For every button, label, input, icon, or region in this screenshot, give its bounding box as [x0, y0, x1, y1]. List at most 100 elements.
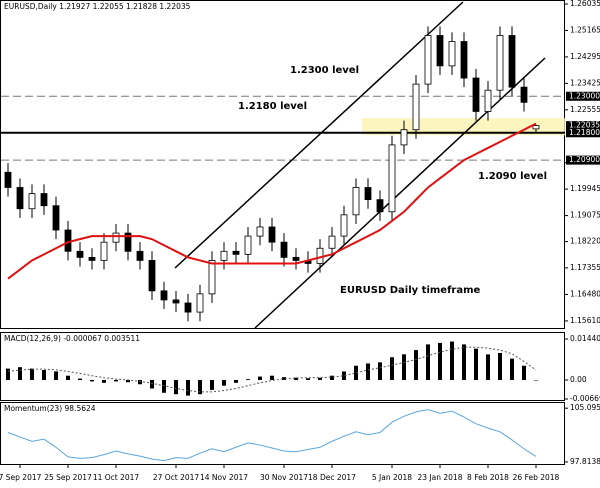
y-tick-label: 1.24295 — [570, 52, 600, 61]
macd-bar — [186, 379, 190, 396]
candle-body — [4, 171, 12, 188]
macd-bar — [402, 354, 406, 380]
macd-bar — [498, 352, 502, 380]
level-label: 1.20900 — [569, 155, 600, 164]
macd-bar — [282, 377, 286, 380]
candle-body — [388, 144, 396, 213]
moving-average — [7, 122, 537, 280]
macd-bar — [150, 379, 154, 389]
candle-body — [88, 256, 96, 261]
x-tick-label: 14 Nov 2017 — [200, 473, 248, 482]
annotation: 1.2090 level — [478, 171, 547, 182]
macd-bar — [294, 377, 298, 380]
level-label: 1.23000 — [569, 91, 600, 100]
momentum-line — [7, 409, 537, 462]
candle-body — [172, 299, 180, 304]
candle-body — [364, 187, 372, 201]
macd-bar — [222, 379, 226, 386]
candle-body — [232, 250, 240, 255]
candle-body — [40, 193, 48, 207]
level-box — [566, 121, 600, 131]
macd-panel — [0, 332, 565, 401]
candle-body — [244, 235, 252, 255]
candle-body — [448, 41, 456, 67]
level-box — [566, 91, 600, 101]
candle-body — [508, 35, 516, 88]
macd-bar — [426, 344, 430, 380]
macd-bar — [366, 363, 370, 380]
y-tick-label: 1.19075 — [570, 211, 600, 220]
candle-body — [52, 205, 60, 231]
macd-bar — [234, 379, 238, 383]
macd-title: MACD(12,26,9) -0.000067 0.003511 — [4, 334, 140, 343]
candle-body — [352, 187, 360, 216]
y-tick-label: -0.00669 — [570, 394, 600, 403]
candle-body — [400, 129, 408, 146]
macd-bar — [66, 375, 70, 380]
x-tick-label: 5 Jan 2018 — [372, 473, 412, 482]
y-tick-label: 0.00 — [570, 375, 587, 384]
candle-body — [460, 41, 468, 79]
y-tick-label: 1.25165 — [570, 25, 600, 34]
macd-bar — [318, 377, 322, 380]
macd-bar — [270, 375, 274, 380]
macd-bar — [102, 379, 106, 383]
macd-bar — [138, 379, 142, 385]
candle-body — [160, 290, 168, 301]
x-tick-label: 30 Nov 2017 — [260, 473, 308, 482]
macd-bar — [330, 375, 334, 380]
candle-body — [268, 226, 276, 243]
macd-bar — [522, 365, 526, 380]
annotation: 1.2300 level — [290, 65, 359, 76]
x-tick-label: 7 Sep 2017 — [0, 473, 42, 482]
macd-bar — [42, 370, 46, 380]
candle-body — [184, 302, 192, 313]
x-tick-label: 25 Sep 2017 — [44, 473, 92, 482]
y-tick-label: 1.23425 — [570, 78, 600, 87]
main-panel — [0, 0, 565, 329]
level-label: 1.22035 — [569, 121, 600, 130]
candle-body — [280, 241, 288, 258]
candle-body — [340, 214, 348, 237]
macd-bar — [114, 379, 118, 382]
y-tick-label: 97.8138 — [570, 457, 600, 466]
candle-body — [472, 77, 480, 112]
macd-bar — [6, 368, 10, 380]
level-box — [566, 128, 600, 138]
macd-bar — [390, 357, 394, 380]
x-tick-label: 11 Oct 2017 — [93, 473, 140, 482]
macd-bar — [450, 341, 454, 380]
candle-body — [100, 241, 108, 261]
macd-bar — [90, 379, 94, 382]
macd-bar — [198, 379, 202, 395]
candle-body — [76, 250, 84, 258]
macd-bar — [162, 379, 166, 393]
momentum-panel — [0, 402, 565, 465]
y-tick-label: 1.26035 — [570, 0, 600, 8]
y-tick-label: 1.22555 — [570, 105, 600, 114]
channel-line — [174, 1, 464, 269]
y-tick-label: 1.15610 — [570, 316, 600, 325]
macd-bar — [54, 371, 58, 380]
y-tick-label: 105.0957 — [570, 403, 600, 412]
x-tick-label: 23 Jan 2018 — [418, 473, 463, 482]
candle-body — [124, 232, 132, 252]
candle-body — [532, 125, 540, 130]
y-tick-label: 1.17355 — [570, 263, 600, 272]
candle-body — [424, 35, 432, 85]
macd-bar — [258, 376, 262, 380]
candle-body — [328, 235, 336, 249]
macd-bar — [126, 379, 130, 383]
x-tick-label: 8 Feb 2018 — [467, 473, 509, 482]
channel-line — [254, 57, 546, 329]
candle-body — [112, 232, 120, 243]
macd-bar — [486, 354, 490, 380]
macd-bar — [378, 362, 382, 380]
candle-body — [196, 293, 204, 313]
candle-body — [28, 193, 36, 210]
macd-bar — [462, 344, 466, 380]
level-label: 1.21800 — [569, 128, 600, 137]
macd-bar — [246, 379, 250, 380]
macd-bar — [306, 378, 310, 380]
